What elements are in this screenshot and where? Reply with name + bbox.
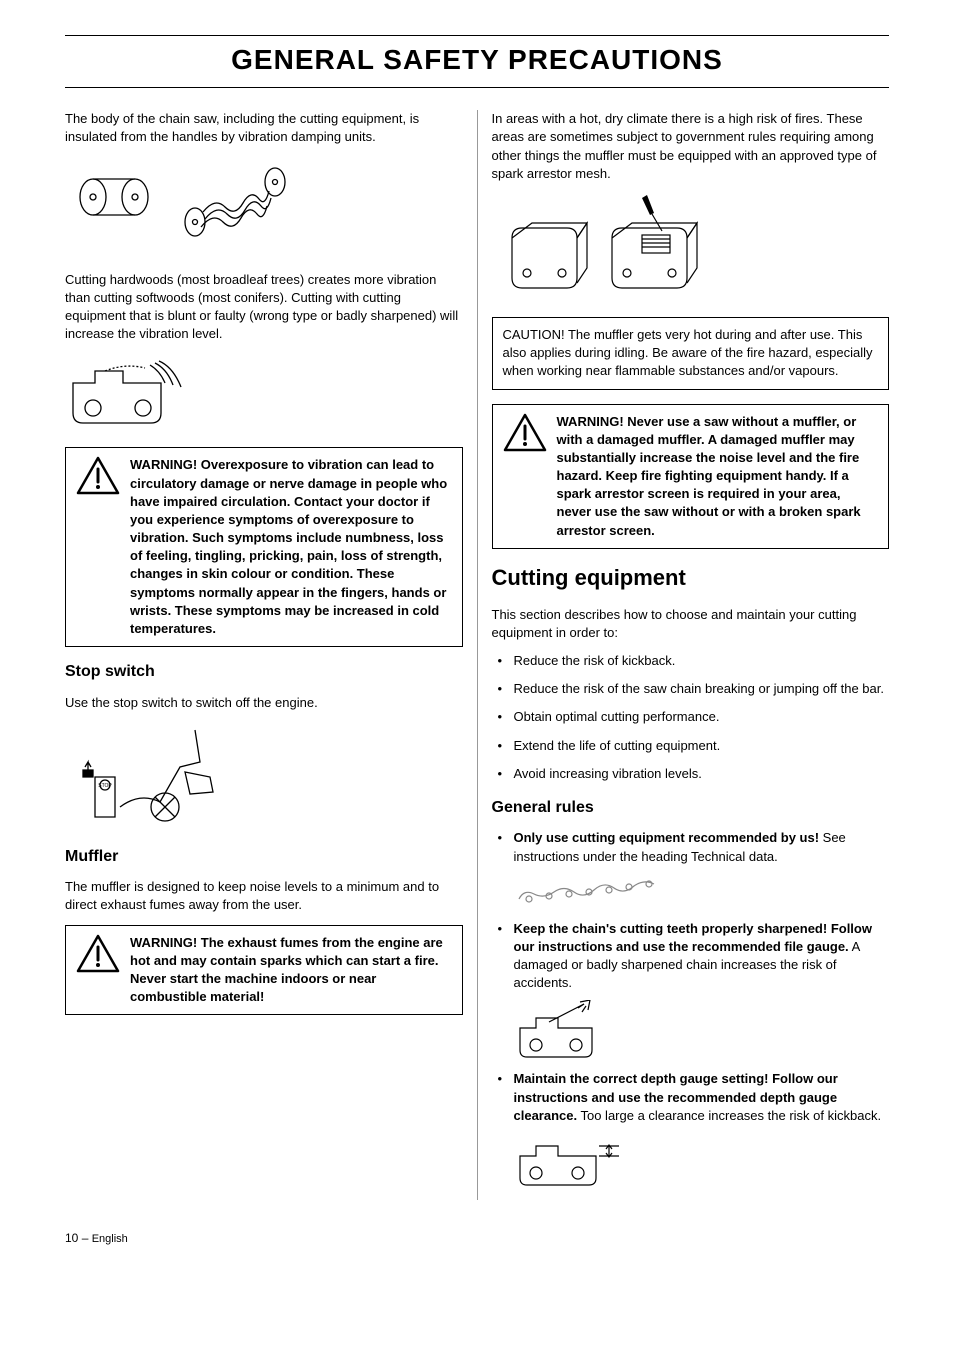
warning-exhaust: WARNING! The exhaust fumes from the engi… xyxy=(65,925,463,1016)
mufflers-icon xyxy=(492,193,712,303)
rule-rest: Too large a clearance increases the risk… xyxy=(577,1108,881,1123)
diagram-damping-units xyxy=(65,157,463,257)
warning-exhaust-text: WARNING! The exhaust fumes from the engi… xyxy=(130,934,452,1007)
left-column: The body of the chain saw, including the… xyxy=(65,110,478,1200)
warning-icon xyxy=(76,934,120,979)
warning-muffler: WARNING! Never use a saw without a muffl… xyxy=(492,404,890,549)
chain-icon xyxy=(514,874,664,910)
diagram-chain xyxy=(514,874,890,910)
list-item: Obtain optimal cutting performance. xyxy=(492,708,890,726)
diagram-stop-switch: STOP xyxy=(65,722,463,832)
file-gauge-icon xyxy=(514,1000,624,1060)
caution-muffler-text: CAUTION! The muffler gets very hot durin… xyxy=(503,326,879,381)
page-language: English xyxy=(92,1233,128,1245)
list-item: Maintain the correct depth gauge setting… xyxy=(492,1070,890,1188)
para-muffler: The muffler is designed to keep noise le… xyxy=(65,878,463,914)
list-item: Keep the chain's cutting teeth properly … xyxy=(492,920,890,1061)
stop-switch-icon: STOP xyxy=(65,722,235,832)
depth-gauge-icon xyxy=(514,1133,634,1188)
heading-stop-switch: Stop switch xyxy=(65,661,463,683)
para-hot-dry: In areas with a hot, dry climate there i… xyxy=(492,110,890,183)
list-item: Only use cutting equipment recommended b… xyxy=(492,829,890,909)
cutting-goals-list: Reduce the risk of kickback. Reduce the … xyxy=(492,652,890,783)
list-item: Reduce the risk of the saw chain breakin… xyxy=(492,680,890,698)
rule-bold: Only use cutting equipment recommended b… xyxy=(514,830,820,845)
content-columns: The body of the chain saw, including the… xyxy=(65,110,889,1200)
page-footer: 10 – English xyxy=(65,1230,889,1247)
diagram-mufflers xyxy=(492,193,890,303)
warning-vibration: WARNING! Overexposure to vibration can l… xyxy=(65,447,463,647)
list-item: Avoid increasing vibration levels. xyxy=(492,765,890,783)
list-item: Extend the life of cutting equipment. xyxy=(492,737,890,755)
rule-bold: Keep the chain's cutting teeth properly … xyxy=(514,921,872,954)
diagram-file-gauge xyxy=(514,1000,890,1060)
para-stop-switch: Use the stop switch to switch off the en… xyxy=(65,694,463,712)
page-number: 10 xyxy=(65,1231,78,1245)
caution-muffler-hot: CAUTION! The muffler gets very hot durin… xyxy=(492,317,890,390)
heading-general-rules: General rules xyxy=(492,797,890,819)
heading-muffler: Muffler xyxy=(65,846,463,868)
right-column: In areas with a hot, dry climate there i… xyxy=(478,110,890,1200)
diagram-depth-gauge xyxy=(514,1133,890,1188)
heading-cutting-equipment: Cutting equipment xyxy=(492,563,890,594)
warning-icon xyxy=(503,413,547,458)
warning-muffler-text: WARNING! Never use a saw without a muffl… xyxy=(557,413,879,540)
warning-icon xyxy=(76,456,120,501)
diagram-chain-link xyxy=(65,353,463,433)
list-item: Reduce the risk of kickback. xyxy=(492,652,890,670)
para-body-insulated: The body of the chain saw, including the… xyxy=(65,110,463,146)
svg-text:STOP: STOP xyxy=(98,783,112,789)
general-rules-list: Only use cutting equipment recommended b… xyxy=(492,829,890,1188)
chain-link-icon xyxy=(65,353,205,433)
footer-sep: – xyxy=(78,1231,91,1245)
para-cutting-intro: This section describes how to choose and… xyxy=(492,606,890,642)
damping-units-icon xyxy=(65,157,305,257)
page-title: GENERAL SAFETY PRECAUTIONS xyxy=(65,35,889,88)
para-hardwoods: Cutting hardwoods (most broadleaf trees)… xyxy=(65,271,463,344)
warning-vibration-text: WARNING! Overexposure to vibration can l… xyxy=(130,456,452,638)
